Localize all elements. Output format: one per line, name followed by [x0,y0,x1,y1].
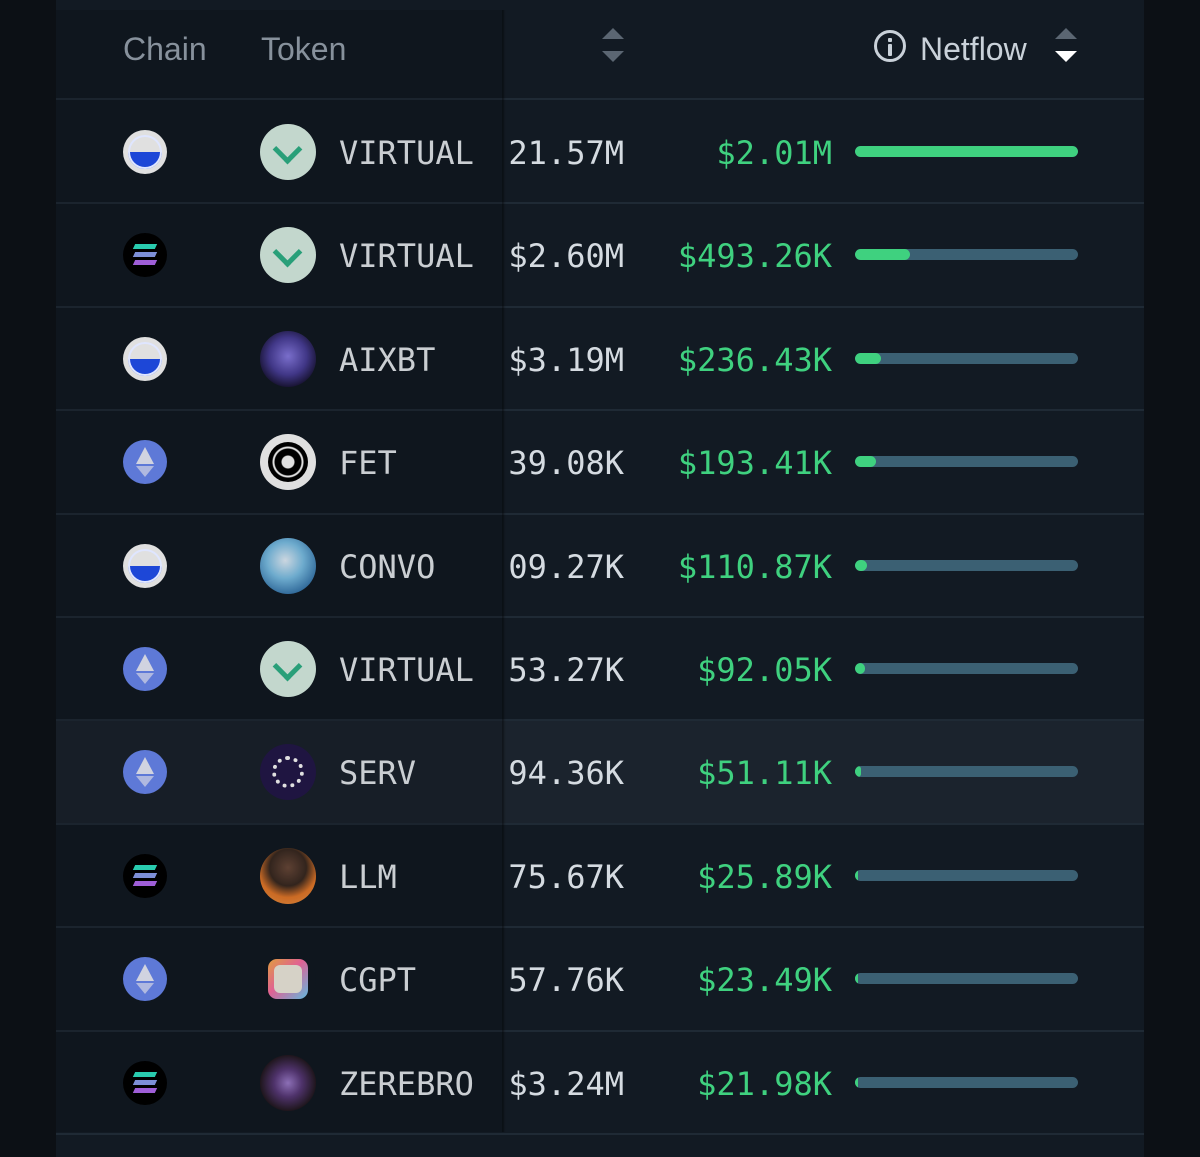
netflow-value: $51.11K [697,754,832,793]
table-row[interactable]: CONVO 09.27K $110.87K [56,515,1144,618]
base-chain-icon [123,336,167,381]
ethereum-chain-icon [123,750,167,795]
outflow-value: 09.27K [508,547,624,586]
netflow-bar [855,559,1078,571]
token-name[interactable]: LLM [339,857,397,896]
llm-token-icon [260,847,316,904]
outflow-cell: 94.36K [502,753,626,793]
outflow-cell: 09.27K [502,547,626,587]
token-name[interactable]: FET [339,444,397,483]
cgpt-token-icon [260,951,316,1008]
base-chain-icon [123,543,167,588]
outflow-value: 21.57M [508,134,624,172]
serv-token-icon [260,744,316,801]
token-name[interactable]: VIRTUAL [339,237,474,276]
fet-token-icon [260,434,316,491]
netflow-bar [855,973,1078,985]
outflow-cell: $3.19M [502,340,626,380]
netflow-value: $2.01M [716,134,832,172]
outflow-value: 75.67K [508,857,624,896]
column-header-chain[interactable]: Chain [123,31,207,67]
outflow-value: $3.24M [508,1064,624,1103]
netflow-value: $110.87K [677,547,832,586]
netflow-bar [855,663,1078,674]
netflow-bar-fill [855,559,867,571]
ethereum-chain-icon [123,440,167,485]
base-chain-icon [123,130,167,174]
virtual-token-icon [260,641,316,697]
column-header-netflow[interactable]: Netflow [920,31,1027,67]
netflow-value: $23.49K [697,961,832,1000]
netflow-value: $236.43K [677,340,832,379]
netflow-value: $493.26K [677,237,832,276]
table-header: Chain Token utflow Netflow [56,0,1144,100]
netflow-bar [855,869,1078,881]
table-row[interactable]: AIXBT $3.19M $236.43K [56,308,1144,412]
netflow-bar [855,766,1078,778]
outflow-cell: 75.67K [502,857,626,897]
table-row[interactable]: SERV 94.36K $51.11K [56,721,1144,825]
outflow-value: $3.19M [508,340,624,379]
outflow-sort-icon[interactable] [602,28,624,64]
solana-chain-icon [123,853,167,898]
token-name[interactable]: CGPT [339,961,417,1000]
netflow-bar [855,1076,1078,1088]
token-name[interactable]: VIRTUAL [339,134,474,172]
netflow-sort-icon[interactable] [1055,28,1077,64]
token-name[interactable]: SERV [339,754,417,793]
netflow-bar-fill [855,249,910,261]
table-row[interactable]: VIRTUAL 53.27K $92.05K [56,618,1144,722]
token-name[interactable]: VIRTUAL [339,651,474,689]
netflow-bar-fill [855,1076,858,1088]
outflow-cell: 53.27K [502,650,626,690]
netflow-bar-fill [855,663,865,674]
column-header-token[interactable]: Token [261,31,347,67]
table-row[interactable]: VIRTUAL 21.57M $2.01M [56,101,1144,205]
outflow-cell: 57.76K [502,960,626,1000]
outflow-cell: $3.24M [502,1064,626,1104]
netflow-bar [855,249,1078,261]
outflow-cell: 39.08K [502,443,626,483]
token-name[interactable]: AIXBT [339,340,436,379]
netflow-bar-fill [855,869,858,881]
netflow-bar [855,456,1078,468]
aixbt-token-icon [260,330,316,387]
netflow-value: $21.98K [697,1064,832,1103]
table-row[interactable]: ZEREBRO $3.24M $21.98K [56,1032,1144,1135]
zerebro-token-icon [260,1054,316,1111]
outflow-value: 53.27K [508,651,624,689]
ethereum-chain-icon [123,647,167,691]
netflow-bar-fill [855,973,858,985]
convo-token-icon [260,537,316,594]
netflow-bar-fill [855,146,1078,157]
netflow-bar [855,352,1078,364]
outflow-cell: 21.57M [502,133,626,173]
netflow-value: $25.89K [697,857,832,896]
outflow-value: 94.36K [508,754,624,793]
outflow-value: 39.08K [508,444,624,483]
netflow-bar-fill [855,456,876,468]
outflow-value: $2.60M [508,237,624,276]
netflow-bar [855,146,1078,157]
table-row[interactable]: CGPT 57.76K $23.49K [56,928,1144,1032]
netflow-table: Chain Token utflow Netflow VIRTUAL 21.57M… [56,0,1144,1157]
token-name[interactable]: ZEREBRO [339,1064,474,1103]
netflow-value: $193.41K [677,444,832,483]
outflow-cell: $2.60M [502,236,626,276]
token-name[interactable]: CONVO [339,547,436,586]
virtual-token-icon [260,227,316,284]
netflow-bar-fill [855,352,881,364]
solana-chain-icon [123,1060,167,1105]
virtual-token-icon [260,124,316,180]
netflow-bar-fill [855,766,861,778]
table-row[interactable]: VIRTUAL $2.60M $493.26K [56,204,1144,308]
table-row[interactable]: FET 39.08K $193.41K [56,411,1144,515]
table-row[interactable]: LLM 75.67K $25.89K [56,825,1144,929]
netflow-value: $92.05K [697,651,832,689]
outflow-value: 57.76K [508,961,624,1000]
solana-chain-icon [123,233,167,278]
ethereum-chain-icon [123,957,167,1002]
info-icon[interactable] [874,30,906,62]
